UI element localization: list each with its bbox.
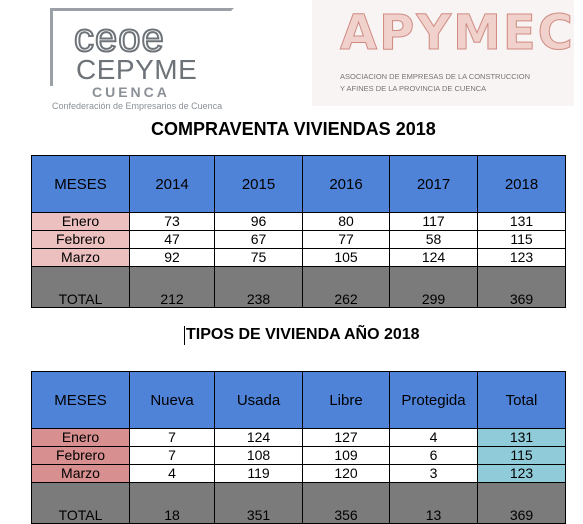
value-cell: 92 [129,248,215,267]
cuenca-logo-word: CUENCA [92,84,170,100]
value-cell: 105 [302,248,390,267]
compraventa-header-row: MESES 2014 2015 2016 2017 2018 [31,155,566,213]
month-cell: Enero [31,428,130,447]
cuenca-bar [50,86,234,100]
value-cell: 3 [389,464,478,483]
total-label: TOTAL [31,266,130,308]
header-cell: 2015 [214,155,303,213]
value-cell: 77 [302,230,390,249]
total-cell: 262 [302,266,390,308]
value-cell: 7 [129,446,215,465]
total-cell: 18 [129,482,215,524]
ceoe-logo-subtitle: Confederación de Empresarios de Cuenca [52,101,223,111]
table-row: Marzo 4 119 120 3 123 [31,464,566,483]
apymec-logo-line1: ASOCIACION DE EMPRESAS DE LA CONSTRUCCIO… [340,72,531,81]
apymec-logo-word: APYMEC [340,5,575,61]
value-cell: 67 [214,230,303,249]
ceoe-cepyme-logo: ceoe CEPYME CUENCA Confederación de Empr… [50,8,240,111]
header-cell: Nueva [129,371,215,429]
total-cell: 238 [214,266,303,308]
apymec-logo-line2: Y AFINES DE LA PROVINCIA DE CUENCA [340,84,487,93]
value-cell: 6 [389,446,478,465]
value-cell: 96 [214,212,303,231]
total-cell: 212 [129,266,215,308]
total-cell: 369 [477,266,566,308]
table-row: Marzo 92 75 105 124 123 [31,248,566,267]
total-label: TOTAL [31,482,130,524]
tipos-header-row: MESES Nueva Usada Libre Protegida Total [31,371,566,429]
table-row: Febrero 7 108 109 6 115 [31,446,566,465]
tipos-table: MESES Nueva Usada Libre Protegida Total … [31,371,566,524]
total-cell: 299 [389,266,478,308]
total-cell: 351 [214,482,303,524]
value-cell: 73 [129,212,215,231]
month-cell: Enero [31,212,130,231]
value-cell: 123 [477,248,566,267]
total-cell: 13 [389,482,478,524]
header-cell: 2018 [477,155,566,213]
month-cell: Marzo [31,464,130,483]
ceoe-logo-word: ceoe [73,16,165,60]
apymec-logo: APYMEC ASOCIACION DE EMPRESAS DE LA CONS… [312,0,574,106]
value-cell: 115 [477,446,566,465]
value-cell: 7 [129,428,215,447]
value-cell: 109 [302,446,390,465]
table-row: Enero 7 124 127 4 131 [31,428,566,447]
month-cell: Marzo [31,248,130,267]
value-cell: 119 [214,464,303,483]
header-cell: Libre [302,371,390,429]
value-cell: 131 [477,428,566,447]
value-cell: 120 [302,464,390,483]
header-cell: 2016 [302,155,390,213]
value-cell: 127 [302,428,390,447]
cepyme-logo-word: CEPYME [76,54,198,85]
header-cell: MESES [31,371,130,429]
table-row: Febrero 47 67 77 58 115 [31,230,566,249]
header-cell: Usada [214,371,303,429]
value-cell: 47 [129,230,215,249]
value-cell: 58 [389,230,478,249]
header-cell: Protegida [389,371,478,429]
total-cell: 356 [302,482,390,524]
value-cell: 115 [477,230,566,249]
text-cursor [184,326,185,345]
value-cell: 4 [129,464,215,483]
value-cell: 123 [477,464,566,483]
compraventa-title: COMPRAVENTA VIVIENDAS 2018 [151,119,436,139]
month-cell: Febrero [31,230,130,249]
value-cell: 124 [389,248,478,267]
total-row: TOTAL 18 351 356 13 369 [31,482,566,524]
compraventa-table: MESES 2014 2015 2016 2017 2018 Enero 73 … [31,155,566,308]
header-cell: 2014 [129,155,215,213]
header-cell: 2017 [389,155,478,213]
total-cell: 369 [477,482,566,524]
header-cell: MESES [31,155,130,213]
value-cell: 75 [214,248,303,267]
value-cell: 117 [389,212,478,231]
value-cell: 108 [214,446,303,465]
value-cell: 131 [477,212,566,231]
table-row: Enero 73 96 80 117 131 [31,212,566,231]
total-row: TOTAL 212 238 262 299 369 [31,266,566,308]
value-cell: 4 [389,428,478,447]
tipos-title: TIPOS DE VIVIENDA AÑO 2018 [186,326,420,343]
month-cell: Febrero [31,446,130,465]
value-cell: 80 [302,212,390,231]
value-cell: 124 [214,428,303,447]
header-cell: Total [477,371,566,429]
